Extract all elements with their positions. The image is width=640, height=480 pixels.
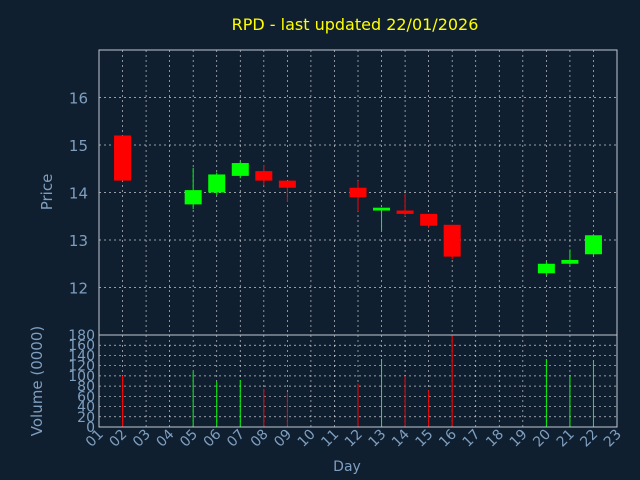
volume-axis-label: Volume (0000) [28, 326, 46, 436]
candle-body [443, 224, 461, 257]
volume-y-tick-label: 120 [68, 359, 95, 375]
candle-body [537, 263, 555, 274]
candle-body [184, 190, 202, 205]
price-axis-label: Price [38, 174, 56, 211]
volume-y-tick-label: 80 [77, 379, 95, 395]
volume-panel-frame [98, 334, 618, 428]
candle-body [208, 174, 226, 193]
x-axis-label: Day [333, 459, 361, 475]
volume-y-tick-label: 180 [68, 328, 95, 344]
candle-body [373, 207, 391, 211]
candle-body [278, 180, 296, 188]
candle-body [561, 259, 579, 264]
volume-y-tick-label: 20 [77, 410, 95, 426]
candle-body [231, 163, 249, 176]
volume-y-tick-label: 60 [77, 389, 95, 405]
candle-body [255, 171, 273, 181]
volume-y-tick-label: 140 [68, 348, 95, 364]
candle-body [114, 135, 132, 181]
volume-y-tick-label: 40 [77, 400, 95, 416]
price-y-tick-label: 16 [69, 90, 88, 108]
price-y-tick-label: 12 [69, 280, 88, 298]
candle-body [420, 213, 438, 226]
volume-y-tick-label: 0 [86, 420, 95, 436]
price-candles [114, 135, 602, 276]
volume-y-tick-label: 160 [68, 338, 95, 354]
price-y-tick-label: 15 [69, 137, 88, 155]
chart-title: RPD - last updated 22/01/2026 [232, 15, 479, 34]
candle-body [396, 210, 414, 214]
price-y-ticks: 12 13 14 15 16 [69, 90, 88, 298]
price-y-tick-label: 14 [69, 185, 88, 203]
volume-bars [122, 335, 594, 427]
price-y-tick-label: 13 [69, 232, 88, 250]
candle-body [584, 235, 602, 255]
volume-y-tick-label: 100 [68, 369, 95, 385]
candle-body [349, 187, 367, 198]
price-panel: 12 13 14 15 16 Price [38, 49, 618, 336]
x-axis-ticks: 01 02 03 04 05 06 07 08 09 10 11 12 13 14 15 16 17 18 19 20… [83, 426, 625, 450]
